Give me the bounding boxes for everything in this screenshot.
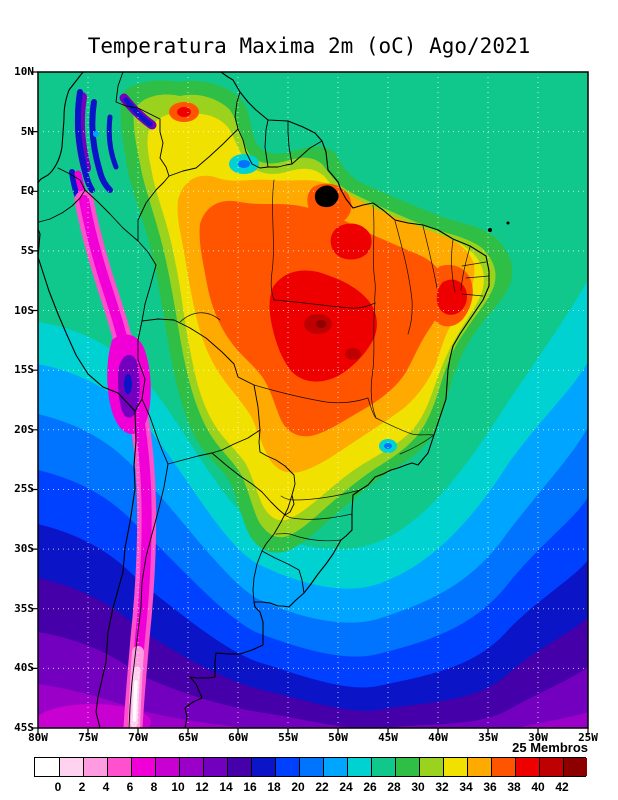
lon-tick-label: 40W (428, 731, 448, 744)
colorbar-tick-label: 24 (339, 780, 353, 794)
colorbar-box (467, 758, 491, 776)
colorbar-box (371, 758, 395, 776)
colorbar-box (395, 758, 419, 776)
colorbar-box (83, 758, 107, 776)
colorbar-tick-label: 12 (195, 780, 209, 794)
map-frame (37, 71, 589, 729)
axes (31, 71, 589, 735)
lat-tick-label: 25S (14, 482, 34, 496)
lat-tick-label: 35S (14, 601, 34, 615)
colorbar-box (323, 758, 347, 776)
colorbar-tick-label: 30 (411, 780, 425, 794)
colorbar-tick-label: 42 (555, 780, 569, 794)
ensemble-members-label: 25 Membros (512, 740, 588, 755)
colorbar-box (419, 758, 443, 776)
marajo-island (314, 185, 339, 208)
lon-tick-label: 65W (178, 731, 198, 744)
lat-tick-label: 45S (14, 721, 34, 734)
lon-tick-label: 80W (28, 731, 48, 744)
colorbar-tick-label: 18 (267, 780, 281, 794)
colorbar-box (347, 758, 371, 776)
lon-tick-marks (37, 728, 589, 735)
colorbar-box (491, 758, 515, 776)
lat-tick-label: 5N (20, 124, 34, 138)
lon-tick-label: 60W (228, 731, 248, 744)
colorbar (34, 757, 587, 777)
colorbar-box (179, 758, 203, 776)
colorbar-box (539, 758, 563, 776)
colorbar-tick-label: 10 (171, 780, 185, 794)
coastline-pacific (38, 72, 137, 728)
lat-tick-label: 40S (14, 661, 34, 675)
colorbar-box (515, 758, 539, 776)
colorbar-tick-label: 20 (291, 780, 305, 794)
colorbar-box (251, 758, 275, 776)
lat-tick-marks (31, 71, 38, 729)
colorbar-tick-label: 36 (483, 780, 497, 794)
chart-title: Temperatura Maxima 2m (oC) Ago/2021 (87, 34, 531, 58)
lon-tick-label: 25W (578, 731, 598, 744)
map-borders (38, 72, 510, 728)
country-borders (38, 72, 323, 728)
colorbar-box (563, 758, 587, 776)
map-area (38, 72, 588, 728)
lat-tick-label: EQ (20, 184, 34, 198)
colorbar-tick-label: 4 (102, 780, 110, 794)
colorbar-tick-label: 2 (78, 780, 86, 794)
lat-tick-label: 30S (14, 542, 34, 556)
colorbar-tick-label: 0 (54, 780, 62, 794)
colorbar-tick-label: 16 (243, 780, 257, 794)
colorbar-tick-label: 26 (363, 780, 377, 794)
lat-tick-label: 20S (14, 422, 34, 436)
lat-tick-label: 10N (14, 65, 34, 78)
colorbar-tick-label: 38 (507, 780, 521, 794)
colorbar-box (203, 758, 227, 776)
colorbar-box (443, 758, 467, 776)
lat-tick-label: 15S (14, 363, 34, 377)
lon-tick-label: 70W (128, 731, 148, 744)
colorbar-box (107, 758, 131, 776)
colorbar-tick-label: 22 (315, 780, 329, 794)
lat-tick-label: 5S (20, 243, 34, 257)
lon-tick-label: 55W (278, 731, 298, 744)
colorbar-tick-label: 34 (459, 780, 473, 794)
andes-cold-stripe (69, 89, 157, 728)
colorbar-tick-label: 40 (531, 780, 545, 794)
atlantic-island-dot (506, 221, 510, 225)
colorbar-box (275, 758, 299, 776)
brazil-state-borders (179, 179, 490, 542)
colorbar-box (227, 758, 251, 776)
ocean-temperature-bands (38, 280, 588, 728)
colorbar-box (155, 758, 179, 776)
lon-tick-label: 50W (328, 731, 348, 744)
colorbar-box (299, 758, 323, 776)
coastline-atlantic (184, 72, 490, 728)
lat-tick-label: 10S (14, 303, 34, 317)
lon-tick-label: 35W (478, 731, 498, 744)
lon-tick-label: 30W (528, 731, 548, 744)
colorbar-tick-label: 14 (219, 780, 233, 794)
colorbar-tick-label: 32 (435, 780, 449, 794)
lon-tick-label: 45W (378, 731, 398, 744)
colorbar-tick-label: 8 (150, 780, 158, 794)
colorbar-box (131, 758, 155, 776)
colorbar-box (35, 758, 59, 776)
atlantic-island-dot (488, 228, 492, 232)
colorbar-tick-label: 6 (126, 780, 134, 794)
lon-tick-label: 75W (78, 731, 98, 744)
colorbar-box (59, 758, 83, 776)
colorbar-tick-label: 28 (387, 780, 401, 794)
